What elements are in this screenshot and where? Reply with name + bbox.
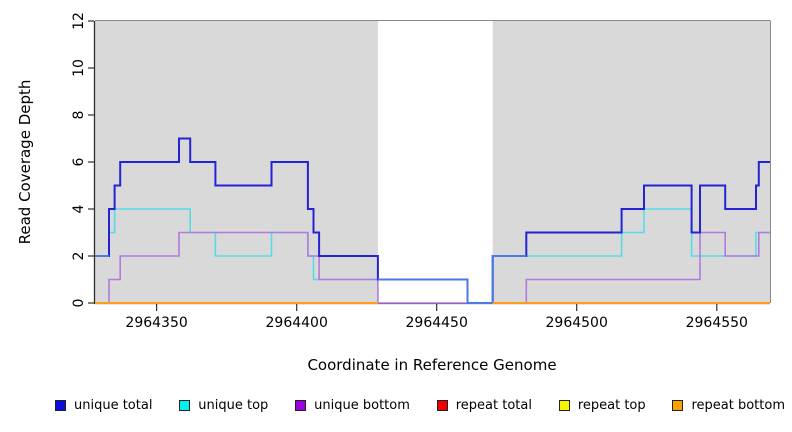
legend-label: repeat bottom xyxy=(691,398,785,413)
y-tick-label: 2 xyxy=(71,252,87,261)
legend-item-repeat-bottom: repeat bottom xyxy=(672,398,785,413)
x-tick-label: 2964500 xyxy=(546,315,608,331)
legend-swatch-icon xyxy=(55,400,66,411)
legend-label: unique bottom xyxy=(314,398,410,413)
legend-swatch-icon xyxy=(179,400,191,411)
legend-swatch-icon xyxy=(672,400,684,411)
x-tick-label: 2964400 xyxy=(266,315,328,331)
y-tick-label: 8 xyxy=(71,111,87,120)
plot-box-border xyxy=(95,20,771,303)
x-axis-title: Coordinate in Reference Genome xyxy=(307,356,556,374)
legend-label: repeat total xyxy=(455,398,532,413)
x-tick-label: 2964550 xyxy=(686,315,748,331)
legend-item-unique-top: unique top xyxy=(179,398,268,413)
legend-label: unique top xyxy=(198,398,269,413)
legend: unique total unique top unique bottom repea… xyxy=(55,398,785,413)
legend-item-repeat-total: repeat total xyxy=(436,398,532,413)
legend-swatch-icon xyxy=(436,400,448,411)
y-tick-label: 0 xyxy=(71,299,87,308)
x-tick-label: 2964450 xyxy=(406,315,468,331)
y-tick-label: 12 xyxy=(71,12,87,30)
legend-item-unique-bottom: unique bottom xyxy=(295,398,410,413)
legend-label: unique total xyxy=(74,398,153,413)
legend-swatch-icon xyxy=(558,400,570,411)
legend-swatch-icon xyxy=(295,400,307,411)
y-tick-label: 4 xyxy=(71,204,87,213)
legend-label: repeat top xyxy=(577,398,646,413)
y-tick-label: 6 xyxy=(71,157,87,166)
legend-item-unique-total: unique total xyxy=(55,398,152,413)
y-tick-label: 10 xyxy=(71,59,87,77)
highlight-band xyxy=(377,21,493,303)
series-line-unique-bottom xyxy=(95,231,770,304)
series-line-unique-total-overlap xyxy=(95,255,527,304)
x-tick-label: 2964350 xyxy=(125,315,187,331)
legend-item-repeat-top: repeat top xyxy=(558,398,646,413)
y-axis-title: Read Coverage Depth xyxy=(16,80,34,245)
